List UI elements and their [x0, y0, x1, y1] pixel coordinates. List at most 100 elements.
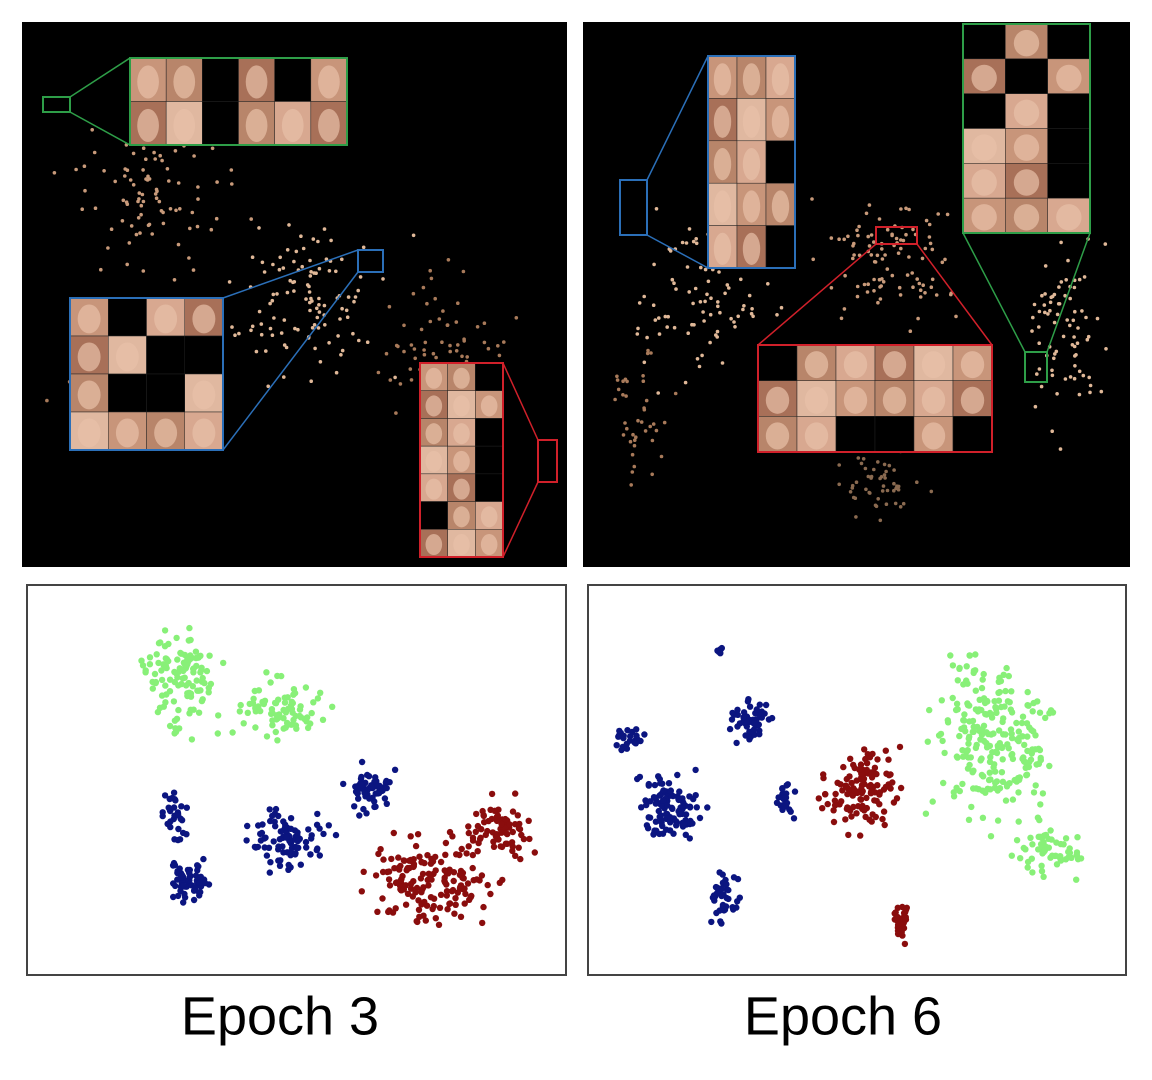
scatter-dot [633, 732, 640, 739]
scatter-dot [986, 769, 993, 776]
embedding-dot [136, 216, 141, 220]
scatter-dot [1024, 858, 1032, 866]
embedding-dot [266, 384, 271, 389]
scatter-dot [464, 880, 472, 887]
face [921, 422, 946, 450]
scatter-dot [704, 804, 711, 811]
embedding-dot [1088, 383, 1093, 388]
embedding-dot [146, 174, 150, 179]
scatter-dot [308, 709, 315, 717]
embedding-dot [446, 258, 451, 262]
embedding-dot [692, 323, 696, 327]
scatter-dot [980, 670, 987, 678]
embedding-dot [645, 351, 650, 356]
scatter-dot [987, 833, 995, 840]
embedding-dot [456, 343, 460, 347]
embedding-dot [750, 307, 754, 311]
scatter-dot [190, 665, 197, 673]
embedding-dot [168, 207, 173, 211]
embedding-dot [632, 443, 637, 448]
embedding-dot [861, 457, 866, 461]
embedding-dot [340, 257, 344, 262]
embedding-dot [1076, 326, 1080, 330]
embedding-dot [338, 317, 342, 321]
face [742, 148, 761, 181]
embedding-dot [445, 323, 450, 327]
scatter-dot [982, 710, 989, 718]
scatter-dot [1017, 855, 1024, 862]
embedding-dot [1057, 285, 1061, 289]
scatter-dot [199, 674, 206, 682]
scatter-dot [308, 835, 315, 842]
embedding-dot [285, 248, 290, 252]
scatter-dot [978, 755, 985, 762]
scatter-dot [461, 900, 468, 907]
scatter-dot [383, 784, 390, 792]
scatter-dot [293, 844, 300, 851]
face [173, 65, 196, 99]
scatter-dot [756, 731, 763, 738]
embedding-dot [176, 242, 181, 247]
scatter-dot [831, 802, 839, 809]
scatter-dot [962, 728, 969, 735]
scatter-dot [282, 709, 290, 716]
scatter-dot [838, 798, 845, 805]
scatter-dot [442, 851, 449, 858]
embedding-dot [167, 179, 171, 183]
embedding-dot [271, 262, 275, 267]
embedding-dot [1043, 292, 1047, 296]
embedding-dot [856, 233, 860, 238]
embedding-dot [876, 300, 880, 305]
embedding-dot [663, 314, 668, 319]
scatter-dot [215, 712, 222, 719]
scatter-dot [452, 901, 459, 908]
embedding-dot [308, 274, 313, 278]
embedding-dot [482, 321, 487, 326]
face [804, 386, 829, 414]
embedding-dot [282, 343, 287, 347]
embedding-dot [340, 306, 344, 311]
scatter-dot [984, 785, 991, 792]
face [713, 63, 732, 96]
embedding-dot [514, 316, 519, 320]
embedding-dot [312, 323, 317, 327]
embedding-dot [656, 391, 660, 395]
scatter-dot [901, 940, 909, 948]
scatter-dot [499, 876, 506, 884]
scatter-dot [517, 855, 524, 863]
scatter-dot [381, 795, 389, 802]
embedding-dot [904, 206, 908, 211]
embedding-dot [281, 266, 286, 270]
scatter-dot [190, 706, 197, 713]
embedding-dot [1055, 312, 1060, 317]
scatter-dot [861, 780, 868, 788]
embedding-dot [1087, 375, 1091, 380]
embedding-dot [729, 316, 733, 321]
embedding-dot [866, 474, 871, 479]
scatter-dot [1013, 837, 1021, 844]
scatter-dot [171, 668, 178, 676]
scatter-dot [263, 852, 271, 859]
scatter-dot [966, 652, 973, 659]
embedding-dot [125, 262, 129, 267]
scatter-dot [746, 703, 754, 710]
scatter-dot [139, 662, 147, 669]
embedding-dot [837, 463, 841, 467]
scatter-dot [938, 697, 945, 704]
scatter-dot [857, 832, 864, 839]
embedding-dot [703, 267, 708, 272]
scatter-dot [718, 892, 725, 900]
scatter-dot [756, 701, 763, 708]
embedding-dot [930, 247, 935, 252]
embedding-dot [402, 349, 406, 354]
scatter-dot [879, 815, 886, 823]
embedding-dot [924, 218, 929, 223]
face [453, 506, 470, 528]
embedding-dot [437, 317, 442, 321]
scatter-dot [787, 808, 794, 815]
scatter-dot [170, 804, 178, 811]
scatter-dot [822, 791, 829, 798]
scatter-dot [268, 710, 275, 717]
scatter-dot [314, 695, 322, 702]
embedding-dot [1033, 404, 1038, 409]
